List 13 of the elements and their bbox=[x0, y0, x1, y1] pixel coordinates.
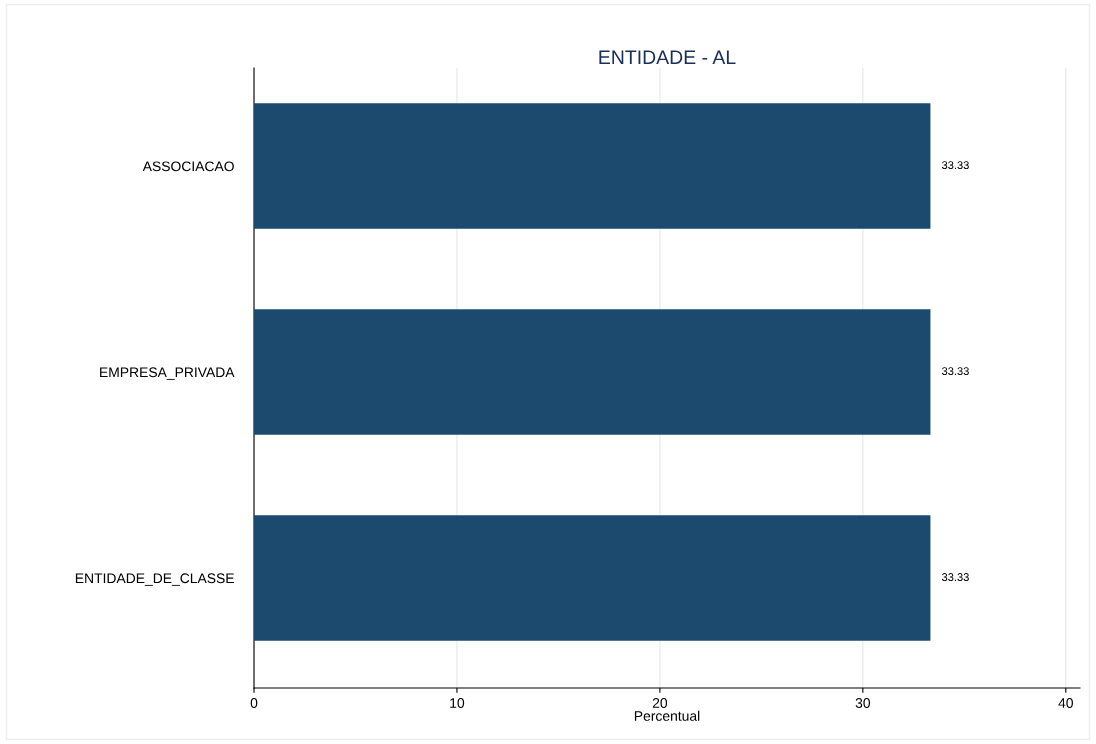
x-tick-label: 30 bbox=[855, 698, 871, 708]
y-tick-label: EMPRESA_PRIVADA bbox=[100, 367, 235, 380]
x-tick-label: 40 bbox=[1058, 698, 1073, 708]
x-tick-label: 10 bbox=[450, 698, 465, 708]
x-tick-label: 0 bbox=[250, 698, 258, 708]
chart-title: ENTIDADE - AL bbox=[599, 50, 736, 64]
data-label: 33.33 bbox=[941, 161, 969, 170]
data-label: 33.33 bbox=[941, 573, 969, 581]
x-axis-title: Percentual bbox=[634, 710, 700, 721]
data-label: 33.33 bbox=[941, 367, 969, 376]
x-tick-label: 20 bbox=[652, 698, 668, 708]
y-tick-label: ENTIDADE_DE_CLASSE bbox=[75, 573, 234, 586]
y-tick-label: ASSOCIACAO bbox=[142, 161, 234, 172]
